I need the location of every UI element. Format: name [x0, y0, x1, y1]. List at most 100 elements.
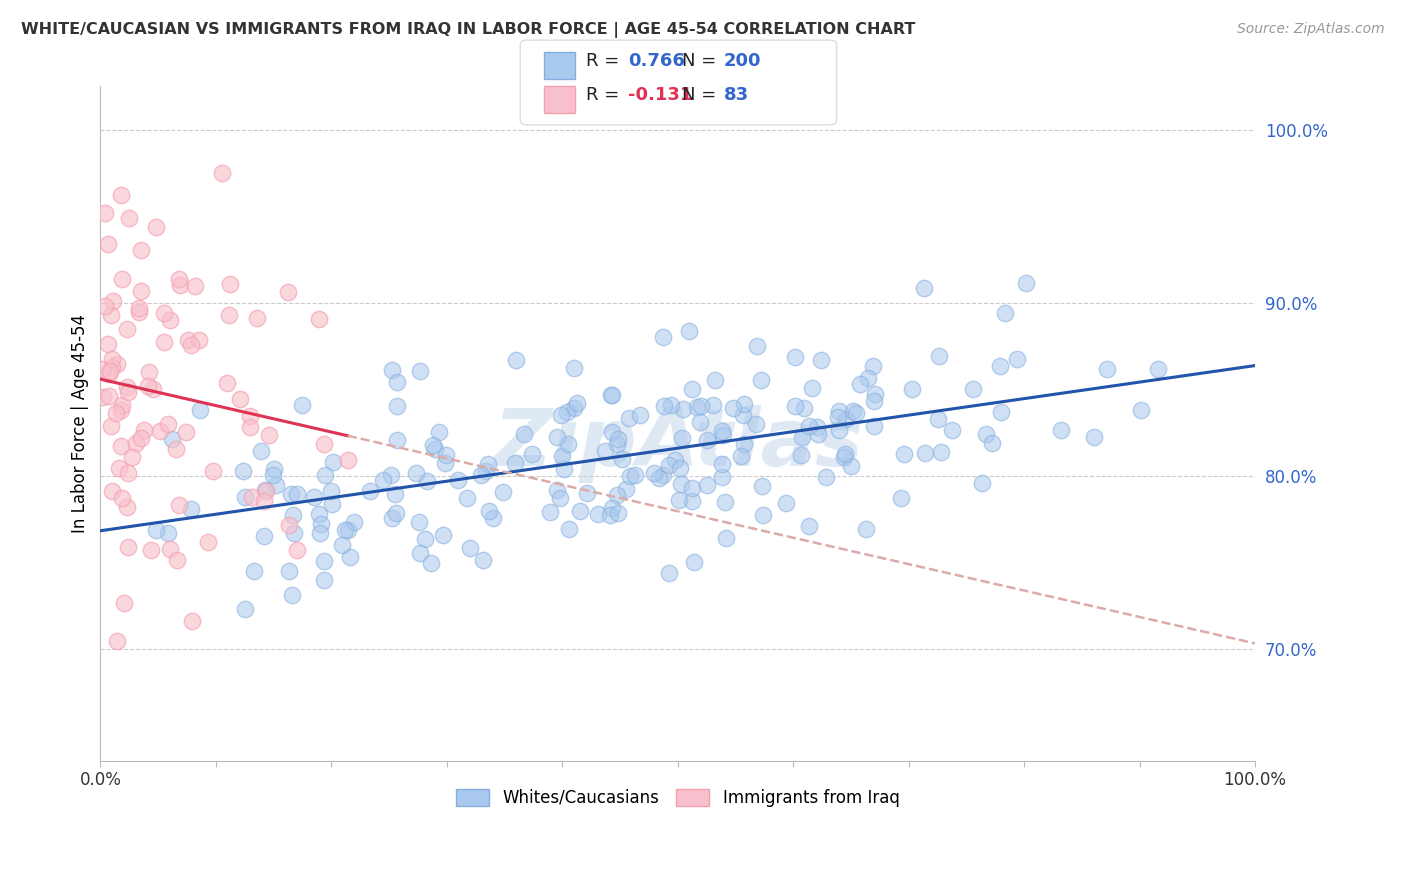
Point [239, 409, 262, 423]
Point [714, 531, 737, 545]
Point [586, 507, 609, 521]
Point [815, 470, 838, 484]
Point [380, 468, 402, 483]
Point [1015, 276, 1038, 290]
Point [177, 334, 200, 348]
Point [263, 462, 285, 476]
Point [118, 211, 141, 225]
Point [166, 553, 188, 567]
Point [862, 394, 884, 409]
Point [253, 529, 276, 543]
Point [104, 406, 127, 420]
Point [548, 491, 571, 506]
Point [503, 456, 526, 470]
Point [912, 281, 935, 295]
Point [842, 404, 865, 418]
Point [900, 382, 922, 396]
Point [280, 588, 302, 602]
Point [117, 466, 139, 480]
Point [128, 301, 150, 315]
Point [790, 449, 813, 463]
Point [607, 506, 630, 520]
Text: ZipAtlas: ZipAtlas [492, 405, 863, 483]
Point [492, 485, 515, 500]
Point [668, 493, 690, 508]
Point [562, 401, 585, 415]
Point [474, 464, 496, 478]
Point [101, 293, 124, 308]
Point [446, 473, 468, 487]
Point [180, 338, 202, 352]
Point [792, 430, 814, 444]
Text: -0.131: -0.131 [628, 86, 693, 103]
Point [785, 351, 807, 365]
Point [132, 423, 155, 437]
Point [553, 461, 575, 475]
Point [98, 367, 121, 381]
Point [157, 417, 180, 431]
Point [202, 464, 225, 478]
Point [240, 490, 263, 504]
Point [555, 405, 578, 419]
Point [1083, 430, 1105, 444]
Point [405, 466, 427, 480]
Point [232, 464, 254, 478]
Point [277, 285, 299, 300]
Point [671, 431, 693, 445]
Point [242, 564, 264, 578]
Text: 0.766: 0.766 [628, 53, 685, 70]
Text: 200: 200 [724, 53, 762, 70]
Point [568, 503, 591, 517]
Point [215, 376, 238, 391]
Point [797, 419, 820, 434]
Point [927, 412, 949, 426]
Point [657, 458, 679, 472]
Point [806, 419, 828, 434]
Point [558, 522, 581, 536]
Point [652, 330, 675, 344]
Point [180, 501, 202, 516]
Legend: Whites/Caucasians, Immigrants from Iraq: Whites/Caucasians, Immigrants from Iraq [449, 782, 907, 814]
Point [599, 388, 621, 402]
Text: N =: N = [682, 53, 721, 70]
Text: 83: 83 [724, 86, 749, 103]
Point [914, 446, 936, 460]
Point [689, 415, 711, 429]
Point [567, 396, 589, 410]
Point [257, 427, 280, 442]
Point [384, 487, 406, 501]
Point [538, 505, 561, 519]
Point [107, 357, 129, 371]
Point [624, 468, 647, 483]
Point [94, 299, 117, 313]
Point [277, 564, 299, 578]
Point [721, 401, 744, 416]
Point [606, 488, 628, 502]
Point [681, 382, 703, 396]
Point [696, 477, 718, 491]
Point [827, 410, 849, 425]
Point [314, 468, 336, 483]
Point [142, 382, 165, 396]
Point [117, 541, 139, 555]
Point [685, 401, 707, 415]
Point [683, 555, 706, 569]
Point [262, 468, 284, 483]
Point [520, 447, 543, 461]
Point [863, 386, 886, 401]
Point [832, 450, 855, 465]
Point [218, 308, 240, 322]
Point [108, 461, 131, 475]
Point [929, 444, 952, 458]
Point [682, 481, 704, 495]
Text: R =: R = [586, 53, 626, 70]
Point [90, 361, 112, 376]
Point [308, 507, 330, 521]
Point [434, 456, 457, 470]
Point [702, 399, 724, 413]
Point [470, 467, 492, 482]
Point [839, 458, 862, 473]
Point [97, 337, 120, 351]
Point [321, 497, 343, 511]
Point [1049, 423, 1071, 437]
